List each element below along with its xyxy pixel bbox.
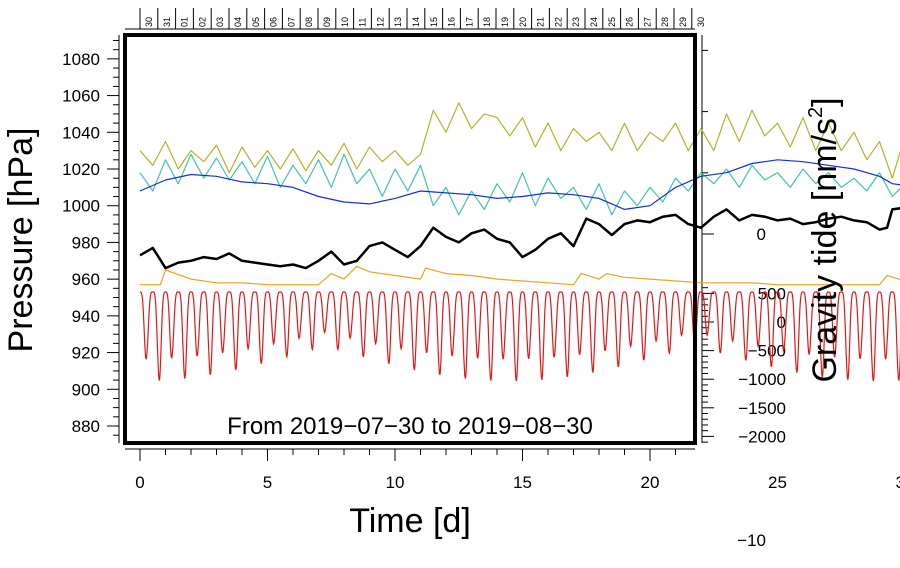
series-line-smoothed-blue (139, 159, 900, 210)
x-axis-title: Time [d] (349, 502, 471, 540)
right-axis-title-superscript: 2 (805, 107, 827, 118)
plot-frame (123, 33, 697, 445)
top-day-label: 21 (536, 17, 546, 27)
top-day-label: 02 (197, 17, 207, 27)
series-layer (139, 102, 900, 382)
top-day-label: 04 (233, 17, 243, 27)
y-tick-label: 880 (72, 417, 100, 436)
left-axis-title: Pressure [hPa] (2, 128, 40, 353)
x-tick-label: 10 (386, 473, 405, 492)
top-day-label: 01 (180, 17, 190, 27)
top-day-label: 16 (447, 17, 457, 27)
x-tick-label: 25 (768, 473, 787, 492)
top-day-label: 30 (144, 17, 154, 27)
right-lower-tick-label: −500 (748, 342, 786, 361)
y-tick-label: 1080 (62, 50, 100, 69)
series-line-pressure (139, 207, 900, 270)
top-day-label: 09 (322, 17, 332, 27)
top-day-label: 24 (589, 17, 599, 27)
x-tick-label: 0 (135, 473, 144, 492)
top-day-label: 30 (696, 17, 706, 27)
top-day-label: 19 (500, 17, 510, 27)
y-tick-label: 1040 (62, 123, 100, 142)
x-tick-label: 20 (641, 473, 660, 492)
x-tick-label: 5 (263, 473, 272, 492)
series-line-pressure-step-orange (140, 265, 900, 286)
top-day-label: 07 (286, 17, 296, 27)
time-range-annotation: From 2019−07−30 to 2019−08−30 (227, 413, 593, 440)
y-tick-label: 920 (72, 344, 100, 363)
top-day-label: 05 (251, 17, 261, 27)
right-lower-tick-label: −1000 (738, 370, 786, 389)
right-axis-title: Gravity tide [nm/s2] (805, 97, 844, 382)
top-day-label: 14 (411, 17, 421, 27)
top-day-label: 15 (429, 17, 439, 27)
top-day-label: 27 (642, 17, 652, 27)
right-lower-tick-label: 500 (758, 284, 786, 303)
series-line-gravity-tide-olive (139, 102, 900, 179)
top-day-label: 20 (518, 17, 528, 27)
y-tick-label: 1020 (62, 160, 100, 179)
y-tick-label: 980 (72, 233, 100, 252)
top-day-label: 06 (269, 17, 279, 27)
top-day-label: 12 (375, 17, 385, 27)
top-day-label: 22 (553, 17, 563, 27)
top-day-ticks: 30 31 01 02 03 04 05 06 07 08 09 10 11 12 13 14 15 16 17 18… (125, 8, 706, 30)
top-day-label: 26 (625, 17, 635, 27)
left-axis-ticks: 880 900 920 940 960 980 1000 1020 1040 1060 1080 (62, 35, 120, 443)
y-tick-label: 1000 (62, 197, 100, 216)
right-upper-tick-label: −10 (737, 531, 766, 550)
x-tick-label: 30 (896, 473, 900, 492)
right-lower-tick-label: −1500 (738, 399, 786, 418)
top-day-label: 03 (215, 17, 225, 27)
right-axis-title-main: Gravity tide [nm/s (806, 118, 844, 383)
top-day-label: 23 (571, 17, 581, 27)
top-day-label: 31 (162, 17, 172, 27)
y-tick-label: 900 (72, 380, 100, 399)
bottom-axis-ticks: 0 5 10 15 20 25 30 (125, 448, 900, 492)
top-day-label: 08 (304, 17, 314, 27)
right-upper-tick-label: 0 (757, 225, 766, 244)
top-day-label: 25 (607, 17, 617, 27)
x-tick-label: 15 (513, 473, 532, 492)
top-day-label: 11 (358, 18, 368, 27)
top-day-label: 17 (464, 17, 474, 27)
right-axis-title-end: ] (806, 97, 844, 106)
top-day-label: 28 (660, 17, 670, 27)
series-line-gravity-tide-teal (139, 153, 900, 216)
right-lower-tick-label: −2000 (738, 427, 786, 446)
top-day-label: 18 (482, 17, 492, 27)
top-day-label: 13 (393, 17, 403, 27)
top-day-label: 29 (678, 17, 688, 27)
top-day-label: 10 (340, 17, 350, 27)
y-tick-label: 940 (72, 307, 100, 326)
y-tick-label: 1060 (62, 87, 100, 106)
y-tick-label: 960 (72, 270, 100, 289)
series-line-tide-red (140, 291, 900, 382)
